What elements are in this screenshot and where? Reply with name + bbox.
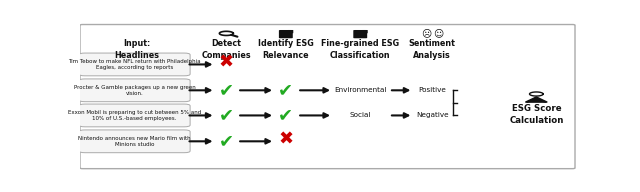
Text: ✔: ✔ <box>219 81 234 99</box>
Text: ESG Score
Calculation: ESG Score Calculation <box>509 104 563 125</box>
FancyBboxPatch shape <box>79 130 190 153</box>
Text: Fine-grained ESG
Classification: Fine-grained ESG Classification <box>321 39 399 60</box>
Text: Social: Social <box>349 113 371 118</box>
Text: Detect
Companies: Detect Companies <box>202 39 251 60</box>
FancyBboxPatch shape <box>353 30 367 38</box>
Text: ✔: ✔ <box>219 132 234 150</box>
Text: ✔: ✔ <box>278 106 293 124</box>
Text: Positive: Positive <box>418 87 446 93</box>
Text: Environmental: Environmental <box>334 87 387 93</box>
FancyBboxPatch shape <box>79 104 190 127</box>
Polygon shape <box>525 97 547 102</box>
Text: ✖: ✖ <box>278 131 293 149</box>
FancyBboxPatch shape <box>80 25 575 169</box>
Text: ✔: ✔ <box>219 106 234 124</box>
FancyBboxPatch shape <box>79 79 190 102</box>
Text: Tim Tebow to make NFL return with Philadelphia
Eagles, according to reports: Tim Tebow to make NFL return with Philad… <box>68 59 201 70</box>
Text: Negative: Negative <box>416 113 449 118</box>
Text: Sentiment
Analysis: Sentiment Analysis <box>409 39 456 60</box>
Text: ✔: ✔ <box>278 81 293 99</box>
Text: Identify ESG
Relevance: Identify ESG Relevance <box>258 39 314 60</box>
Text: Nintendo announces new Mario film with
Minions studio: Nintendo announces new Mario film with M… <box>78 136 191 147</box>
FancyBboxPatch shape <box>79 53 190 76</box>
FancyBboxPatch shape <box>287 30 293 33</box>
Text: Procter & Gamble packages up a new green
vision.: Procter & Gamble packages up a new green… <box>74 85 195 96</box>
FancyBboxPatch shape <box>362 30 367 33</box>
Text: ☺: ☺ <box>433 28 443 38</box>
Text: Input:
Headlines: Input: Headlines <box>115 39 159 60</box>
FancyBboxPatch shape <box>279 30 292 38</box>
Text: ☹: ☹ <box>421 28 431 38</box>
Text: ✖: ✖ <box>219 54 234 72</box>
Text: Exxon Mobil is preparing to cut between 5% and
10% of U.S.-based employees.: Exxon Mobil is preparing to cut between … <box>68 110 201 121</box>
